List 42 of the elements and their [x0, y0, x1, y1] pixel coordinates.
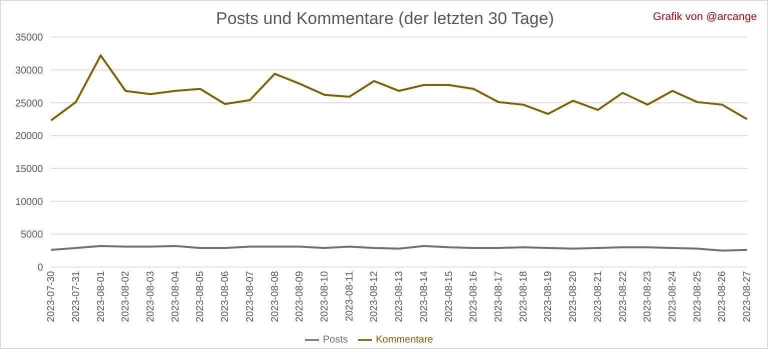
y-tick-label: 20000	[15, 131, 44, 142]
x-tick-label: 2023-08-06	[220, 270, 232, 322]
x-tick-label: 2023-08-08	[270, 270, 281, 322]
x-tick-label: 2023-08-26	[717, 270, 728, 322]
x-tick-label: 2023-08-20	[568, 270, 580, 322]
y-tick-label: 0	[37, 262, 44, 274]
y-tick-label: 5000	[20, 230, 44, 241]
x-tick-label: 2023-08-16	[468, 270, 480, 322]
x-tick-label: 2023-08-11	[344, 270, 356, 322]
x-tick-label: 2023-08-09	[294, 270, 306, 322]
line-series	[50, 54, 748, 122]
x-tick-label: 2023-08-19	[543, 270, 554, 322]
x-tick-label: 2023-08-04	[170, 270, 182, 322]
x-tick-label: 2023-07-30	[46, 270, 58, 322]
x-tick-label: 2023-08-13	[394, 270, 406, 322]
y-tick-label: 35000	[15, 32, 44, 44]
x-tick-label: 2023-08-14	[418, 270, 430, 322]
x-tick-label: 2023-08-05	[195, 270, 206, 322]
x-tick-label: 2023-08-17	[494, 270, 505, 322]
y-tick-label: 15000	[15, 164, 44, 175]
legend-label: Posts	[322, 334, 348, 346]
x-tick-label: 2023-08-23	[642, 270, 654, 322]
chart-title: Posts und Kommentare (der letzten 30 Tage)	[216, 9, 554, 28]
x-tick-label: 2023-08-18	[518, 270, 530, 322]
y-tick-label: 10000	[15, 196, 44, 208]
x-tick-label: 2023-08-01	[96, 270, 107, 322]
x-tick-label: 2023-08-24	[668, 270, 679, 322]
x-tick-label: 2023-08-02	[120, 270, 132, 322]
x-tick-label: 2023-08-03	[146, 270, 157, 322]
x-tick-label: 2023-08-22	[618, 270, 629, 322]
legend-label: Kommentare	[376, 334, 434, 346]
x-tick-label: 2023-08-15	[444, 270, 455, 322]
x-tick-label: 2023-08-25	[692, 270, 704, 322]
x-tick-label: 2023-08-10	[320, 270, 331, 322]
text: Grafik von @arcange	[652, 11, 757, 23]
y-tick-label: 30000	[15, 65, 44, 76]
x-tick-label: 2023-08-21	[592, 270, 604, 322]
x-tick-label: 2023-07-31	[70, 270, 82, 322]
x-tick-label: 2023-08-27	[742, 270, 754, 322]
x-tick-label: 2023-08-12	[369, 270, 380, 322]
y-tick-label: 25000	[15, 98, 44, 110]
x-tick-label: 2023-08-07	[244, 270, 256, 322]
